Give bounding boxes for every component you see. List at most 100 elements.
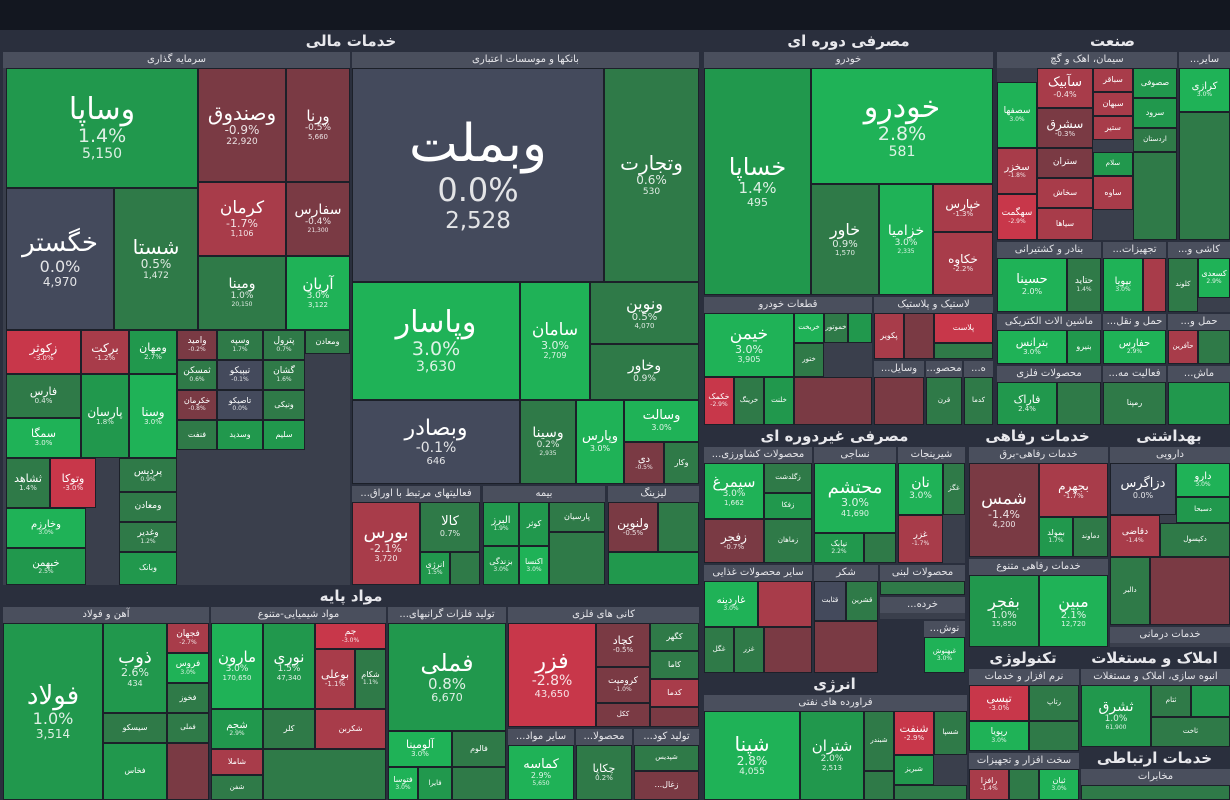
stock-tile[interactable]: غزر -1.7%: [898, 515, 943, 563]
stock-tile[interactable]: سیسکو: [103, 713, 167, 743]
stock-tile[interactable]: کرمان -1.7% 1,106: [198, 182, 286, 256]
stock-tile[interactable]: کدما: [964, 377, 993, 425]
stock-tile[interactable]: پردیس 0.9%: [119, 458, 177, 492]
stock-tile[interactable]: وخارزم 3.0%: [6, 508, 86, 548]
stock-tile[interactable]: زگلدشت: [764, 463, 812, 493]
stock-tile[interactable]: ولنوین -0.5%: [608, 502, 658, 552]
stock-tile[interactable]: فتوسا 3.0%: [388, 767, 418, 800]
stock-tile[interactable]: [1179, 112, 1230, 240]
stock-tile[interactable]: مبین 2.1% 12,720: [1039, 575, 1108, 647]
stock-tile[interactable]: قشرین: [846, 581, 878, 621]
stock-tile[interactable]: کماسه 2.9% 5,650: [508, 745, 574, 800]
stock-tile[interactable]: فخوز: [167, 683, 209, 713]
stock-tile[interactable]: کرازی 3.0%: [1179, 68, 1230, 112]
stock-tile[interactable]: پترول 0.7%: [263, 330, 305, 360]
stock-tile[interactable]: بمولد 1.7%: [1039, 517, 1073, 557]
stock-tile[interactable]: ساوه: [1093, 176, 1133, 210]
stock-tile[interactable]: [880, 581, 965, 595]
stock-tile[interactable]: شاملا: [211, 749, 263, 775]
stock-tile[interactable]: سیاها: [1037, 208, 1093, 240]
stock-tile[interactable]: [1191, 685, 1230, 717]
stock-tile[interactable]: [1198, 330, 1230, 364]
stock-tile[interactable]: آریان 3.0% 3,122: [286, 256, 350, 330]
stock-tile[interactable]: محتشم 3.0% 41,690: [814, 463, 896, 533]
stock-tile[interactable]: فملی 0.8% 6,670: [388, 623, 506, 731]
stock-tile[interactable]: خاور 0.9% 1,570: [811, 184, 879, 295]
stock-tile[interactable]: وپارس 3.0%: [576, 400, 624, 484]
stock-tile[interactable]: ...زغال: [634, 771, 699, 800]
stock-tile[interactable]: شجم 2.9%: [211, 709, 263, 749]
stock-tile[interactable]: زفجر -0.7%: [704, 519, 764, 563]
stock-tile[interactable]: شستا 0.5% 1,472: [114, 188, 198, 330]
stock-tile[interactable]: ستران: [1037, 148, 1093, 178]
stock-tile[interactable]: ومینا 1.0% 20,150: [198, 256, 286, 330]
stock-tile[interactable]: اردستان: [1133, 128, 1177, 152]
stock-tile[interactable]: خکاوه -2.2%: [933, 232, 993, 295]
stock-tile[interactable]: سرود: [1133, 98, 1177, 128]
stock-tile[interactable]: [764, 627, 812, 673]
stock-tile[interactable]: فروس 3.0%: [167, 653, 209, 683]
stock-tile[interactable]: کوثر: [519, 502, 549, 546]
stock-tile[interactable]: سبهان: [1093, 92, 1133, 116]
stock-tile[interactable]: خلنت: [764, 377, 794, 425]
stock-tile[interactable]: فایرا: [418, 767, 452, 800]
stock-tile[interactable]: شکربن: [315, 709, 386, 749]
stock-tile[interactable]: سفارس -0.4% 21,300: [286, 182, 350, 256]
stock-tile[interactable]: فاراک 2.4%: [997, 382, 1057, 425]
stock-tile[interactable]: کرومیت -1.0%: [596, 667, 650, 703]
stock-tile[interactable]: [1081, 785, 1230, 800]
stock-tile[interactable]: وسپه 1.7%: [217, 330, 263, 360]
stock-tile[interactable]: سامان 3.0% 2,709: [520, 282, 590, 400]
stock-tile[interactable]: خکرمان -0.8%: [177, 390, 217, 420]
stock-tile[interactable]: [758, 581, 812, 627]
stock-tile[interactable]: تیپیکو -0.1%: [217, 360, 263, 390]
stock-tile[interactable]: [452, 767, 506, 800]
stock-tile[interactable]: وپاسار 3.0% 3,630: [352, 282, 520, 400]
stock-tile[interactable]: تاصیکو 0.0%: [217, 390, 263, 420]
stock-tile[interactable]: کگهر: [650, 623, 699, 651]
stock-tile[interactable]: فولاد 1.0% 3,514: [3, 623, 103, 800]
stock-tile[interactable]: کاما: [650, 651, 699, 679]
stock-tile[interactable]: وغدیر 1.2%: [119, 522, 177, 552]
stock-tile[interactable]: سلیم: [263, 420, 305, 450]
stock-tile[interactable]: ومعادن: [305, 330, 350, 354]
stock-tile[interactable]: کالا 0.7%: [420, 502, 480, 552]
stock-tile[interactable]: شسپا: [934, 711, 967, 755]
stock-tile[interactable]: ستیر: [1093, 116, 1133, 140]
stock-tile[interactable]: ثتام: [1151, 685, 1191, 717]
stock-tile[interactable]: وسنا 3.0%: [129, 374, 177, 458]
stock-tile[interactable]: وسینا 0.2% 2,935: [520, 400, 576, 484]
stock-tile[interactable]: چکاپا 0.2%: [576, 745, 632, 800]
stock-tile[interactable]: شنفت -2.9%: [894, 711, 934, 755]
stock-tile[interactable]: قرن: [926, 377, 962, 425]
stock-tile[interactable]: سلام: [1093, 152, 1133, 176]
stock-tile[interactable]: بجهرم -1.7%: [1039, 463, 1108, 517]
stock-tile[interactable]: [650, 707, 699, 727]
stock-tile[interactable]: کلوند: [1168, 258, 1198, 312]
stock-tile[interactable]: ختور: [794, 343, 824, 377]
stock-tile[interactable]: ورنا -0.5% 5,660: [286, 68, 350, 182]
stock-tile[interactable]: خیمن 3.0% 3,905: [704, 313, 794, 377]
stock-tile[interactable]: رپویا 3.0%: [969, 721, 1029, 751]
stock-tile[interactable]: [658, 502, 699, 552]
stock-tile[interactable]: گشان 1.6%: [263, 360, 305, 390]
stock-tile[interactable]: ثبان 3.0%: [1039, 769, 1079, 800]
stock-tile[interactable]: کسعدی 2.9%: [1198, 258, 1230, 298]
stock-tile[interactable]: سصفها 3.0%: [997, 82, 1037, 148]
stock-tile[interactable]: شپنا 2.8% 4,055: [704, 711, 800, 800]
stock-tile[interactable]: پکویر: [874, 313, 904, 359]
stock-tile[interactable]: پارسیان: [549, 502, 605, 532]
stock-tile[interactable]: بفجر 1.0% 15,850: [969, 575, 1039, 647]
stock-tile[interactable]: دسبحا: [1176, 497, 1230, 523]
stock-tile[interactable]: [864, 533, 896, 563]
stock-tile[interactable]: فنفت: [177, 420, 217, 450]
stock-tile[interactable]: نان 3.0%: [898, 463, 943, 515]
stock-tile[interactable]: ونوین 0.5% 4,070: [590, 282, 699, 344]
stock-tile[interactable]: دماوند: [1073, 517, 1108, 557]
stock-tile[interactable]: ککل: [596, 703, 650, 727]
stock-tile[interactable]: ثمسکن 0.6%: [177, 360, 217, 390]
stock-tile[interactable]: انرژی 1.5%: [420, 552, 450, 585]
stock-tile[interactable]: خزامیا 3.0% 2,335: [879, 184, 933, 295]
stock-tile[interactable]: [864, 771, 894, 800]
stock-tile[interactable]: فزر -2.8% 43,650: [508, 623, 596, 727]
